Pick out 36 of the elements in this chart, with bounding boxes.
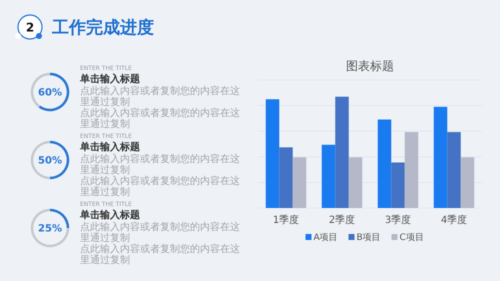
text: 单击输入标题 xyxy=(79,73,140,85)
bar xyxy=(378,120,392,208)
text: 25% xyxy=(38,224,62,234)
x-tick-label: 3季度 xyxy=(384,214,412,226)
text: 点此输入内容或者复制您的内容在这里通过复制 xyxy=(80,107,240,130)
legend-label: B项目 xyxy=(356,233,381,243)
bar xyxy=(322,144,336,208)
x-tick-label: 2季度 xyxy=(328,214,356,226)
text: 点此输入内容或者复制您的内容在这里通过复制 xyxy=(80,175,240,198)
x-tick-label: 4季度 xyxy=(440,214,468,226)
bar xyxy=(335,96,349,208)
bar xyxy=(404,132,418,208)
text: 50% xyxy=(38,156,62,166)
legend-label: C项目 xyxy=(400,233,424,243)
bar xyxy=(279,147,293,208)
bar xyxy=(460,157,474,208)
donut-slice xyxy=(30,208,70,248)
legend-label: A项目 xyxy=(314,233,338,243)
text: 60% xyxy=(38,88,62,98)
text: 点此输入内容或者复制您的内容在这里通过复制 xyxy=(80,243,240,266)
donut-slice xyxy=(38,72,70,112)
text: 2 xyxy=(26,20,34,34)
text: 单击输入标题 xyxy=(79,141,140,153)
text: 工作完成进度 xyxy=(51,18,154,38)
bar xyxy=(348,157,362,208)
text: 点此输入内容或者复制您的内容在这里通过复制 xyxy=(80,153,240,176)
bar xyxy=(266,99,280,208)
text: 点此输入内容或者复制您的内容在这里通过复制 xyxy=(80,221,240,244)
text: 单击输入标题 xyxy=(79,209,140,221)
text: 点此输入内容或者复制您的内容在这里通过复制 xyxy=(80,85,240,108)
bar xyxy=(447,132,461,208)
chart-title: 图表标题 xyxy=(346,59,394,73)
bar xyxy=(434,106,448,208)
x-tick-label: 1季度 xyxy=(272,214,300,226)
bar xyxy=(391,162,405,208)
bar xyxy=(292,157,306,208)
